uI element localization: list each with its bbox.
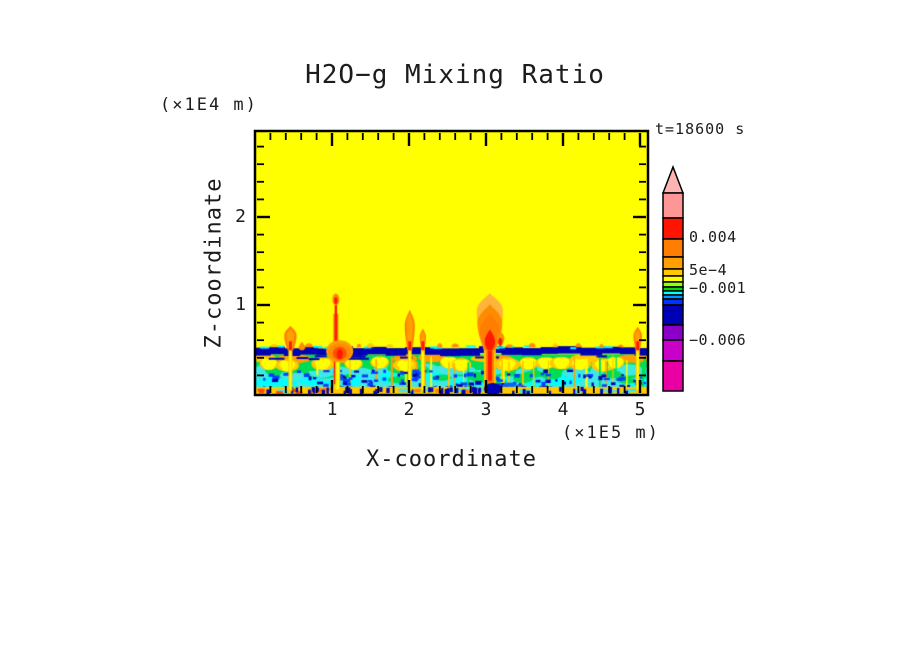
x-axis-label: X-coordinate (366, 447, 537, 472)
colorbar-segment-11 (662, 304, 684, 326)
x-axis-unit: (×1E5 m) (562, 423, 660, 443)
y-axis-unit: (×1E4 m) (160, 95, 258, 115)
colorbar-segment-14 (662, 360, 684, 392)
colorbar-segment-2 (662, 238, 684, 258)
colorbar-arrow-tip (661, 164, 685, 194)
colorbar-label-1: 5e−4 (689, 261, 728, 279)
colorbar-segment-10 (662, 298, 684, 306)
heatmap-field (255, 131, 648, 395)
y-axis-label: Z-coordinate (201, 177, 227, 349)
x-tick-label-5: 5 (634, 399, 646, 420)
y-tick-label-2: 2 (235, 206, 246, 227)
x-tick-label-4: 4 (557, 399, 569, 420)
colorbar-label-3: −0.006 (689, 331, 747, 349)
colorbar-segment-13 (662, 339, 684, 362)
x-tick-label-2: 2 (403, 399, 415, 420)
colorbar-segment-1 (662, 217, 684, 240)
colorbar-label-2: −0.001 (689, 279, 747, 297)
plot-frame (253, 129, 650, 397)
time-annotation: t=18600 s (655, 120, 746, 138)
colorbar-label-0: 0.004 (689, 228, 737, 246)
chart-title: H2O−g Mixing Ratio (305, 60, 605, 90)
colorbar-segment-3 (662, 256, 684, 270)
x-tick-label-3: 3 (480, 399, 492, 420)
colorbar-segment-5 (662, 275, 684, 283)
colorbar-segment-0 (662, 192, 684, 219)
colorbar-segment-12 (662, 324, 684, 341)
y-tick-label-1: 1 (235, 294, 246, 315)
x-tick-label-1: 1 (326, 399, 338, 420)
colorbar-segment-4 (662, 268, 684, 277)
